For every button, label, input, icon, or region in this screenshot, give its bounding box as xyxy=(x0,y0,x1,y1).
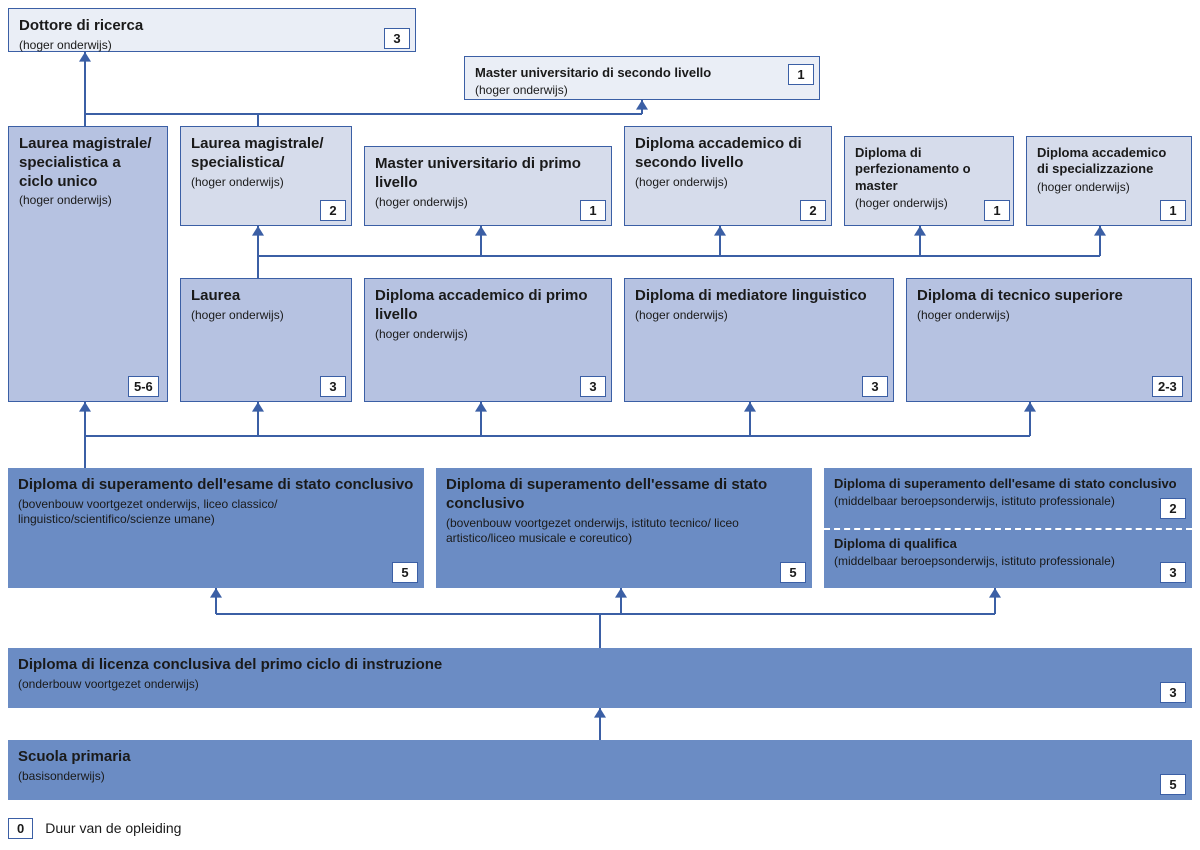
divider xyxy=(824,528,1192,530)
node-subtitle: (middelbaar beroepsonderwijs, istituto p… xyxy=(834,554,1182,570)
duration-badge: 5 xyxy=(1160,774,1186,795)
legend-text: Duur van de opleiding xyxy=(45,820,181,836)
duration-badge: 5 xyxy=(780,562,806,583)
duration-badge: 2 xyxy=(320,200,346,221)
node-subtitle: (bovenbouw voortgezet onderwijs, liceo c… xyxy=(18,497,414,528)
node-subtitle: (middelbaar beroepsonderwijs, istituto p… xyxy=(834,494,1182,510)
node-title: Diploma di qualifica xyxy=(834,536,1182,552)
node-subtitle: (onderbouw voortgezet onderwijs) xyxy=(18,677,1182,693)
node-title: Diploma di superamento dell'esame di sta… xyxy=(834,476,1182,492)
node-primaria: Scuola primaria (basisonderwijs) xyxy=(8,740,1192,800)
legend-badge: 0 xyxy=(8,818,33,839)
duration-badge: 5 xyxy=(392,562,418,583)
node-subtitle: (hoger onderwijs) xyxy=(635,175,821,191)
node-title: Master universitario di secondo livello xyxy=(475,65,809,81)
node-subtitle: (hoger onderwijs) xyxy=(917,308,1181,324)
duration-badge: 2-3 xyxy=(1152,376,1183,397)
node-title: Diploma di licenza conclusiva del primo … xyxy=(18,656,1182,675)
node-subtitle: (hoger onderwijs) xyxy=(191,175,341,191)
node-subtitle: (hoger onderwijs) xyxy=(1037,180,1181,196)
node-licenza: Diploma di licenza conclusiva del primo … xyxy=(8,648,1192,708)
node-title: Diploma di perfezionamento o master xyxy=(855,145,1003,194)
node-title: Diploma accademico di primo livello xyxy=(375,287,601,325)
node-subtitle: (hoger onderwijs) xyxy=(19,193,157,209)
node-subtitle: (hoger onderwijs) xyxy=(375,327,601,343)
duration-badge: 1 xyxy=(1160,200,1186,221)
node-title: Master universitario di primo livello xyxy=(375,155,601,193)
duration-badge: 1 xyxy=(984,200,1010,221)
node-subtitle: (hoger onderwijs) xyxy=(855,196,1003,212)
node-mediatore: Diploma di mediatore linguistico (hoger o… xyxy=(624,278,894,402)
node-title: Dottore di ricerca xyxy=(19,17,405,36)
node-subtitle: (hoger onderwijs) xyxy=(375,195,601,211)
node-stato2: Diploma di superamento dell'essame di st… xyxy=(436,468,812,588)
node-title: Laurea xyxy=(191,287,341,306)
node-ciclounico: Laurea magistrale/ specialistica a ciclo… xyxy=(8,126,168,402)
node-title: Diploma accademico di secondo livello xyxy=(635,135,821,173)
node-title: Laurea magistrale/ specialistica a ciclo… xyxy=(19,135,157,191)
node-subtitle: (basisonderwijs) xyxy=(18,769,1182,785)
node-stato3top: Diploma di superamento dell'esame di sta… xyxy=(824,468,1192,528)
node-dottore: Dottore di ricerca (hoger onderwijs) xyxy=(8,8,416,52)
duration-badge: 2 xyxy=(1160,498,1186,519)
duration-badge: 3 xyxy=(320,376,346,397)
duration-badge: 1 xyxy=(580,200,606,221)
node-subtitle: (hoger onderwijs) xyxy=(191,308,341,324)
duration-badge: 3 xyxy=(862,376,888,397)
node-subtitle: (hoger onderwijs) xyxy=(19,38,405,54)
node-stato3bot: Diploma di qualifica (middelbaar beroepso… xyxy=(824,528,1192,588)
duration-badge: 5-6 xyxy=(128,376,159,397)
node-muprimo: Master universitario di primo livello (ho… xyxy=(364,146,612,226)
node-title: Diploma di tecnico superiore xyxy=(917,287,1181,306)
node-musecondo: Master universitario di secondo livello (… xyxy=(464,56,820,100)
node-subtitle: (hoger onderwijs) xyxy=(635,308,883,324)
node-tecnicosup: Diploma di tecnico superiore (hoger onder… xyxy=(906,278,1192,402)
node-title: Diploma di mediatore linguistico xyxy=(635,287,883,306)
node-title: Diploma accademico di specializzazione xyxy=(1037,145,1181,178)
duration-badge: 3 xyxy=(1160,562,1186,583)
node-title: Diploma di superamento dell'essame di st… xyxy=(446,476,802,514)
diagram-stage: Scuola primaria(basisonderwijs)5Diploma … xyxy=(0,0,1200,850)
duration-badge: 3 xyxy=(384,28,410,49)
node-dipaccprimo: Diploma accademico di primo livello (hoge… xyxy=(364,278,612,402)
legend: 0 Duur van de opleiding xyxy=(8,818,181,839)
node-title: Scuola primaria xyxy=(18,748,1182,767)
node-stato1: Diploma di superamento dell'esame di sta… xyxy=(8,468,424,588)
duration-badge: 2 xyxy=(800,200,826,221)
duration-badge: 3 xyxy=(1160,682,1186,703)
duration-badge: 1 xyxy=(788,64,814,85)
node-subtitle: (bovenbouw voortgezet onderwijs, istitut… xyxy=(446,516,802,547)
node-subtitle: (hoger onderwijs) xyxy=(475,83,809,99)
node-title: Diploma di superamento dell'esame di sta… xyxy=(18,476,414,495)
duration-badge: 3 xyxy=(580,376,606,397)
node-title: Laurea magistrale/ specialistica/ xyxy=(191,135,341,173)
